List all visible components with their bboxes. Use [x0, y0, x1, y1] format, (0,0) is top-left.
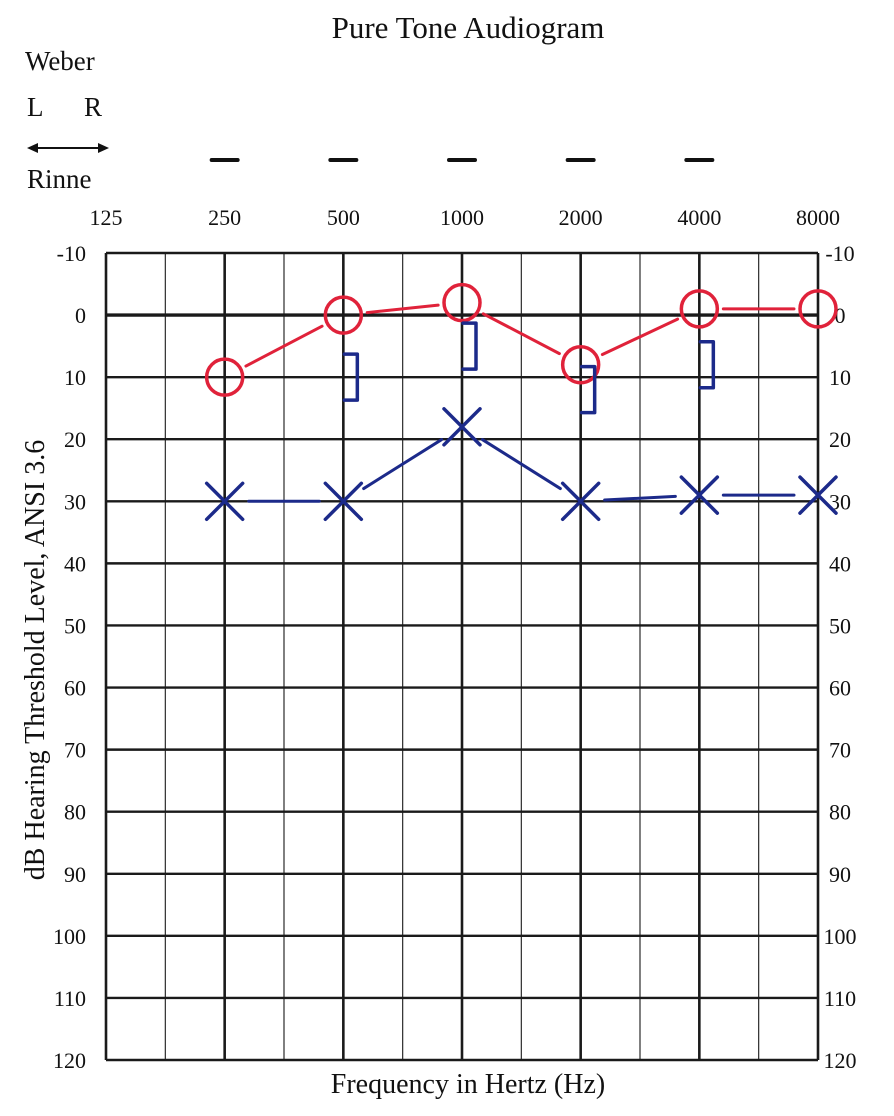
weber-arrow — [27, 143, 109, 153]
right-ear-connector-0 — [244, 324, 324, 368]
y-tick-label-right-3: 20 — [829, 427, 851, 452]
right-ear-circle-1 — [323, 295, 364, 335]
x-tick-label-6: 8000 — [796, 205, 840, 230]
x-tick-label-2: 500 — [327, 205, 360, 230]
left-ear-x-b-1 — [323, 481, 364, 522]
y-tick-label-right-12: 110 — [824, 986, 856, 1011]
audiogram-data-layer — [204, 282, 838, 522]
y-tick-label-left-11: 100 — [53, 924, 86, 949]
x-tick-label-4: 2000 — [559, 205, 603, 230]
y-tick-label-right-9: 80 — [829, 800, 851, 825]
bone-conduction-bracket-3 — [698, 339, 716, 390]
left-ear-x-b-4 — [679, 475, 720, 515]
y-tick-label-left-6: 50 — [64, 613, 86, 638]
y-tick-label-left-9: 80 — [64, 800, 86, 825]
y-tick-label-left-0: -10 — [57, 241, 86, 266]
right-ear-circle-0 — [204, 357, 245, 397]
left-ear-x-b-2 — [442, 407, 482, 447]
y-tick-label-right-5: 40 — [829, 551, 851, 576]
y-tick-label-right-1: 0 — [835, 303, 846, 328]
y-tick-label-left-3: 20 — [64, 427, 86, 452]
y-tick-label-right-0: -10 — [825, 241, 854, 266]
weber-left-label: L — [27, 92, 44, 122]
left-ear-connector-2 — [480, 438, 562, 491]
right-ear-circle-3 — [560, 344, 601, 385]
y-tick-label-right-6: 50 — [829, 613, 851, 638]
y-tick-label-left-8: 70 — [64, 738, 86, 763]
x-tick-label-3: 1000 — [440, 205, 484, 230]
y-tick-label-left-7: 60 — [64, 676, 86, 701]
right-ear-connector-2 — [481, 312, 561, 356]
left-ear-x-b-3 — [560, 481, 601, 522]
x-tick-label-5: 4000 — [677, 205, 721, 230]
y-tick-label-left-2: 10 — [64, 365, 86, 390]
x-axis-label: Frequency in Hertz (Hz) — [331, 1069, 605, 1100]
bone-conduction-bracket-1 — [461, 321, 478, 371]
y-tick-label-left-10: 90 — [64, 862, 86, 887]
right-ear-circle-2 — [442, 282, 482, 323]
left-ear-x-b-5 — [798, 475, 838, 515]
y-tick-label-left-12: 110 — [54, 986, 86, 1011]
weber-right-label: R — [84, 92, 102, 122]
y-tick-label-right-10: 90 — [829, 862, 851, 887]
y-tick-labels-right: -10 0 10 20 30 40 50 60 70 80 90 100 110 120 — [824, 241, 857, 1073]
y-axis-label: dB Hearing Threshold Level, ANSI 3.6 — [20, 440, 51, 880]
x-tick-label-1: 250 — [208, 205, 241, 230]
y-tick-label-right-11: 100 — [824, 924, 857, 949]
bone-conduction-bracket-2 — [579, 364, 597, 415]
left-ear-x-b-0 — [204, 481, 245, 522]
chart-grid — [104, 251, 820, 1062]
y-tick-label-right-4: 30 — [829, 489, 851, 514]
x-tick-label-0: 125 — [90, 205, 123, 230]
y-tick-label-left-4: 30 — [64, 489, 86, 514]
y-tick-label-right-13: 120 — [824, 1048, 857, 1073]
y-tick-label-left-5: 40 — [64, 551, 86, 576]
rinne-label: Rinne — [27, 164, 92, 194]
y-tick-labels-left: -10 0 10 20 30 40 50 60 70 80 90 100 110 120 — [53, 241, 86, 1073]
y-tick-label-left-13: 120 — [53, 1048, 86, 1073]
x-tick-labels: 125 250 500 1000 2000 4000 8000 — [90, 205, 841, 230]
y-tick-label-right-7: 60 — [829, 676, 851, 701]
weber-label: Weber — [25, 46, 95, 76]
y-tick-label-right-2: 10 — [829, 365, 851, 390]
right-ear-circle-5 — [798, 289, 838, 329]
y-tick-label-right-8: 70 — [829, 738, 851, 763]
left-ear-connector-1 — [362, 438, 444, 491]
bone-conduction-bracket-0 — [342, 352, 360, 402]
chart-title: Pure Tone Audiogram — [332, 10, 605, 45]
right-ear-connector-1 — [365, 303, 440, 315]
left-ear-connector-3 — [603, 494, 677, 502]
y-tick-label-left-1: 0 — [75, 303, 86, 328]
right-ear-circle-4 — [679, 289, 720, 329]
right-ear-connector-3 — [600, 317, 680, 357]
